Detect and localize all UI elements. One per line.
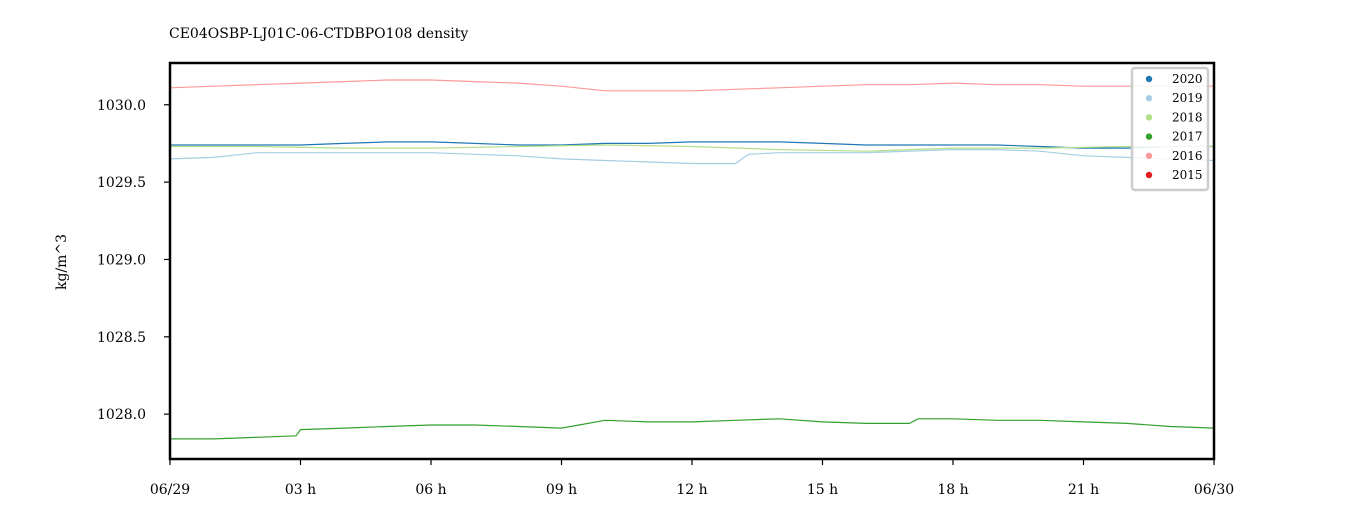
x-tick-label: 15 h bbox=[807, 482, 838, 498]
legend-label-2020: 2020 bbox=[1172, 72, 1203, 86]
legend-label-2019: 2019 bbox=[1172, 91, 1203, 105]
y-tick-label: 1030.0 bbox=[97, 98, 146, 114]
y-tick-label: 1028.5 bbox=[97, 330, 146, 346]
series-line-2017 bbox=[170, 418, 1215, 440]
plot-frame bbox=[168, 61, 1216, 461]
axes-layer: 06/29 03 h 06 h 09 h 12 h 15 h 18 h 21 h 06/30 10… bbox=[97, 61, 1234, 498]
series-line-2020 bbox=[170, 141, 1214, 149]
legend-marker-2018 bbox=[1145, 114, 1153, 121]
legend-marker-2016 bbox=[1145, 152, 1153, 159]
x-tick-label: 06 h bbox=[415, 482, 446, 498]
legend: 2020 2019 2018 2017 2016 2015 bbox=[1130, 66, 1210, 192]
y-axis-label: kg/m^3 bbox=[54, 234, 70, 290]
x-tick-label: 18 h bbox=[937, 482, 968, 498]
x-tick-label: 12 h bbox=[676, 482, 707, 498]
y-tick-label: 1029.5 bbox=[97, 175, 146, 191]
y-tick-label: 1029.0 bbox=[97, 252, 146, 268]
x-tick-label: 06/30 bbox=[1194, 482, 1234, 498]
series-layer bbox=[169, 79, 1215, 440]
series-line-2019 bbox=[169, 149, 1215, 165]
legend-label-2018: 2018 bbox=[1172, 110, 1203, 124]
chart-title: CE04OSBP-LJ01C-06-CTDBPO108 density bbox=[169, 26, 468, 42]
legend-marker-2017 bbox=[1145, 133, 1153, 140]
legend-marker-2020 bbox=[1145, 75, 1153, 83]
legend-marker-2019 bbox=[1145, 95, 1153, 102]
x-tick-label: 06/29 bbox=[150, 482, 190, 498]
x-tick-label: 21 h bbox=[1068, 482, 1099, 498]
legend-label-2015: 2015 bbox=[1172, 168, 1203, 182]
y-tick-label: 1028.0 bbox=[97, 407, 146, 423]
series-line-2016 bbox=[169, 79, 1214, 92]
legend-marker-2015 bbox=[1145, 171, 1153, 179]
legend-label-2017: 2017 bbox=[1172, 130, 1203, 144]
x-tick-label: 03 h bbox=[285, 482, 316, 498]
series-line-2018 bbox=[170, 144, 1214, 152]
x-tick-label: 09 h bbox=[546, 482, 577, 498]
legend-label-2016: 2016 bbox=[1172, 149, 1203, 163]
